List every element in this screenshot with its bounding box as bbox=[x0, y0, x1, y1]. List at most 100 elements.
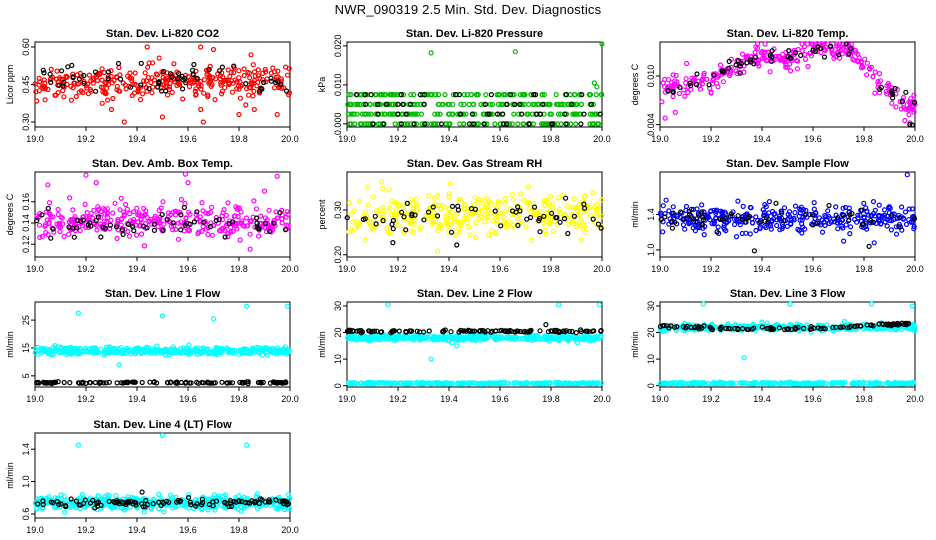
data-point bbox=[98, 234, 104, 240]
data-point bbox=[548, 111, 555, 117]
data-point bbox=[368, 91, 374, 98]
data-point bbox=[484, 111, 490, 117]
data-point bbox=[85, 91, 92, 97]
x-axis: 19.0 19.2 19.4 19.6 19.8 20.0 bbox=[651, 127, 924, 144]
data-point bbox=[776, 55, 782, 61]
data-point bbox=[365, 184, 371, 190]
data-point bbox=[217, 73, 223, 79]
data-point bbox=[48, 66, 54, 73]
data-point bbox=[70, 85, 76, 91]
data-point bbox=[118, 195, 124, 201]
data-point bbox=[98, 84, 105, 90]
data-point bbox=[660, 203, 666, 209]
data-point bbox=[268, 75, 274, 81]
x-axis: 19.0 19.2 19.4 19.6 19.8 20.0 bbox=[651, 257, 924, 274]
data-point bbox=[159, 211, 165, 218]
data-point bbox=[535, 101, 541, 108]
data-point bbox=[445, 101, 451, 108]
data-point bbox=[457, 121, 463, 127]
data-point bbox=[81, 80, 87, 87]
data-point bbox=[386, 101, 392, 108]
data-points bbox=[34, 171, 291, 252]
data-point bbox=[403, 111, 409, 117]
outlier-point bbox=[210, 46, 217, 53]
data-point bbox=[893, 104, 899, 110]
data-point bbox=[421, 217, 427, 223]
data-point bbox=[889, 95, 896, 101]
data-point bbox=[472, 111, 478, 117]
data-point bbox=[478, 204, 485, 210]
data-point bbox=[392, 91, 398, 98]
data-points bbox=[658, 172, 918, 254]
panel-title: Stan. Dev. Line 3 Flow bbox=[730, 288, 846, 300]
data-point bbox=[165, 92, 171, 98]
data-point bbox=[670, 89, 676, 95]
x-axis: 19.0 19.2 19.4 19.6 19.8 20.0 bbox=[26, 387, 299, 404]
data-point bbox=[792, 210, 798, 216]
data-point bbox=[687, 82, 694, 89]
outlier-point bbox=[596, 302, 603, 308]
y-axis-label: ml/min bbox=[630, 201, 640, 228]
x-tick-label: 19.4 bbox=[128, 134, 146, 144]
data-point bbox=[375, 121, 381, 127]
data-point bbox=[701, 232, 707, 238]
outlier-point bbox=[121, 119, 127, 125]
data-point bbox=[229, 89, 235, 95]
data-point bbox=[524, 111, 530, 117]
outlier-point bbox=[871, 240, 877, 246]
data-point bbox=[876, 202, 882, 208]
x-tick-label: 20.0 bbox=[281, 525, 299, 535]
data-point bbox=[47, 71, 53, 77]
data-point bbox=[835, 226, 841, 232]
data-point bbox=[907, 105, 914, 111]
outlier-point bbox=[902, 117, 908, 124]
x-tick-label: 19.6 bbox=[804, 394, 822, 404]
data-point bbox=[345, 101, 351, 108]
x-tick-label: 19.2 bbox=[702, 134, 720, 144]
data-point bbox=[792, 203, 799, 209]
outlier-point bbox=[93, 180, 99, 186]
data-point bbox=[372, 101, 378, 108]
data-point bbox=[525, 184, 532, 190]
data-point bbox=[858, 59, 864, 65]
data-point bbox=[798, 52, 804, 59]
data-point bbox=[843, 41, 849, 47]
data-point bbox=[400, 101, 406, 108]
data-point bbox=[375, 101, 381, 108]
data-point bbox=[835, 49, 841, 55]
data-point bbox=[207, 79, 213, 85]
x-tick-label: 19.6 bbox=[491, 264, 509, 274]
data-point bbox=[114, 83, 120, 90]
y-tick-label: 10 bbox=[333, 354, 343, 364]
data-point bbox=[345, 111, 352, 117]
data-point bbox=[899, 98, 905, 105]
y-axis-label: degrees C bbox=[630, 63, 640, 105]
panel-title: Stan. Dev. Li-820 CO2 bbox=[106, 28, 219, 40]
data-point bbox=[711, 72, 717, 78]
panel-title: Stan. Dev. Line 2 Flow bbox=[417, 288, 533, 300]
y-tick-label: 1.0 bbox=[646, 244, 656, 257]
outlier-point bbox=[904, 172, 910, 178]
data-point bbox=[250, 93, 256, 99]
data-point bbox=[799, 48, 805, 54]
data-point bbox=[453, 91, 459, 98]
data-point bbox=[348, 91, 354, 98]
data-point bbox=[889, 90, 895, 96]
x-tick-label: 19.4 bbox=[128, 394, 146, 404]
data-point bbox=[841, 318, 848, 325]
data-point bbox=[384, 225, 390, 231]
x-axis: 19.0 19.2 19.4 19.6 19.8 20.0 bbox=[338, 387, 611, 404]
data-point bbox=[683, 60, 690, 67]
data-point bbox=[175, 78, 181, 85]
x-tick-label: 19.4 bbox=[440, 134, 458, 144]
data-point bbox=[578, 101, 585, 108]
data-point bbox=[365, 111, 371, 117]
data-point bbox=[466, 224, 472, 230]
data-point bbox=[359, 121, 365, 127]
data-point bbox=[743, 54, 750, 61]
series-1 bbox=[32, 44, 293, 125]
data-point bbox=[246, 84, 252, 91]
x-tick-label: 19.0 bbox=[26, 264, 44, 274]
data-point bbox=[94, 77, 101, 84]
